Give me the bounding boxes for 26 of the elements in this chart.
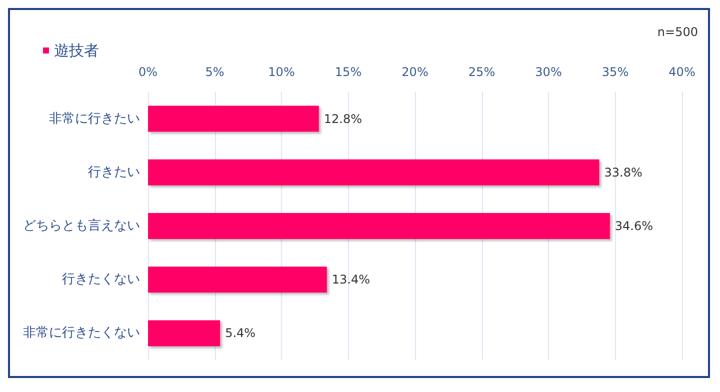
bar xyxy=(148,159,600,186)
x-tick-label: 30% xyxy=(535,65,562,79)
bar xyxy=(148,213,610,239)
text: 13.4% xyxy=(332,272,370,287)
y-tick-label: 行きたくない xyxy=(62,272,140,288)
x-tick-label: 5% xyxy=(205,65,224,79)
legend-label: 遊技者 xyxy=(54,42,99,60)
bar xyxy=(148,106,319,132)
bar xyxy=(148,320,220,346)
y-tick-label: 非常に行きたい xyxy=(49,111,140,126)
text: 5.4% xyxy=(225,326,256,340)
y-tick-label: 非常に行きたくない xyxy=(23,326,140,341)
text: 34.6% xyxy=(614,219,654,233)
text: 33.8% xyxy=(604,165,642,180)
x-tick-label: 15% xyxy=(334,65,362,79)
y-tick-label: どちらとも言えない xyxy=(23,218,140,234)
x-tick-label: 40% xyxy=(668,65,696,79)
text: 12.8% xyxy=(324,112,362,126)
x-tick-label: 35% xyxy=(602,65,629,79)
x-tick-label: 20% xyxy=(402,65,428,79)
bar xyxy=(148,266,327,293)
x-tick-label: 25% xyxy=(468,65,496,79)
x-tick-label: 10% xyxy=(268,65,295,79)
text: n=500 xyxy=(657,25,698,39)
y-tick-label: 行きたい xyxy=(88,164,140,180)
x-tick-label: 0% xyxy=(138,65,158,79)
